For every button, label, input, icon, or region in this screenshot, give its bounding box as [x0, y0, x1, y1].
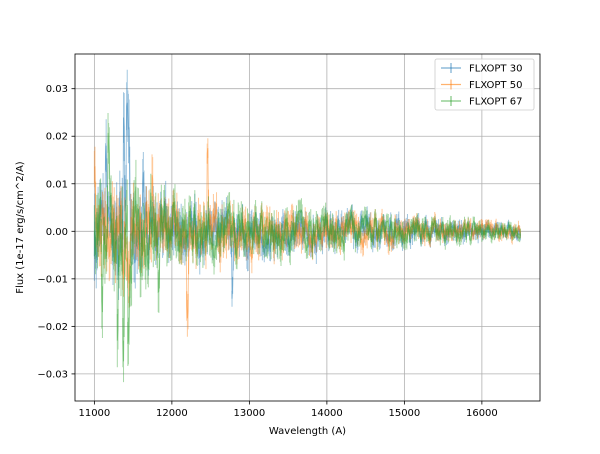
legend-item-3: FLXOPT 67	[441, 96, 522, 108]
series-1	[93, 69, 521, 307]
legend: FLXOPT 30 FLXOPT 50 FLXOPT 67	[434, 58, 535, 111]
y-tick-label: 0.00	[46, 227, 68, 238]
x-tick-label: 12000	[156, 408, 188, 419]
legend-label: FLXOPT 67	[469, 97, 522, 108]
y-tick-label: 0.01	[46, 179, 68, 190]
series-2	[93, 138, 521, 337]
legend-box	[434, 58, 535, 111]
series-2-line	[94, 148, 521, 319]
y-tick-label: 0.02	[46, 132, 68, 143]
y-tick-label: −0.01	[37, 274, 68, 285]
y-tick-label: 0.03	[46, 84, 68, 95]
series-3-line	[93, 132, 521, 362]
series-3-error-bars	[93, 112, 521, 383]
x-tick-label: 14000	[311, 408, 343, 419]
x-tick-label: 13000	[233, 408, 265, 419]
ticks: 11000 12000 13000 14000 15000 16000 −0.03 −0.02…	[37, 84, 497, 419]
series-group	[93, 69, 521, 383]
x-tick-label: 15000	[388, 408, 420, 419]
series-2-error-bars	[93, 138, 521, 337]
x-tick-label: 11000	[78, 408, 110, 419]
grid	[75, 54, 540, 401]
x-axis-label: Wavelength (A)	[269, 426, 346, 437]
y-axis-label: Flux (1e-17 erg/s/cm^2/A)	[15, 161, 26, 293]
x-tick-label: 16000	[466, 408, 498, 419]
legend-label: FLXOPT 50	[469, 80, 522, 91]
y-tick-label: −0.02	[37, 322, 68, 333]
y-tick-label: −0.03	[37, 369, 68, 380]
axes-frame	[74, 53, 541, 402]
series-1-error-bars	[93, 69, 521, 307]
series-3	[93, 112, 521, 383]
series-1-line	[93, 102, 521, 299]
legend-item-1: FLXOPT 30	[441, 63, 522, 75]
legend-label: FLXOPT 30	[469, 64, 522, 75]
legend-item-2: FLXOPT 50	[441, 79, 522, 91]
